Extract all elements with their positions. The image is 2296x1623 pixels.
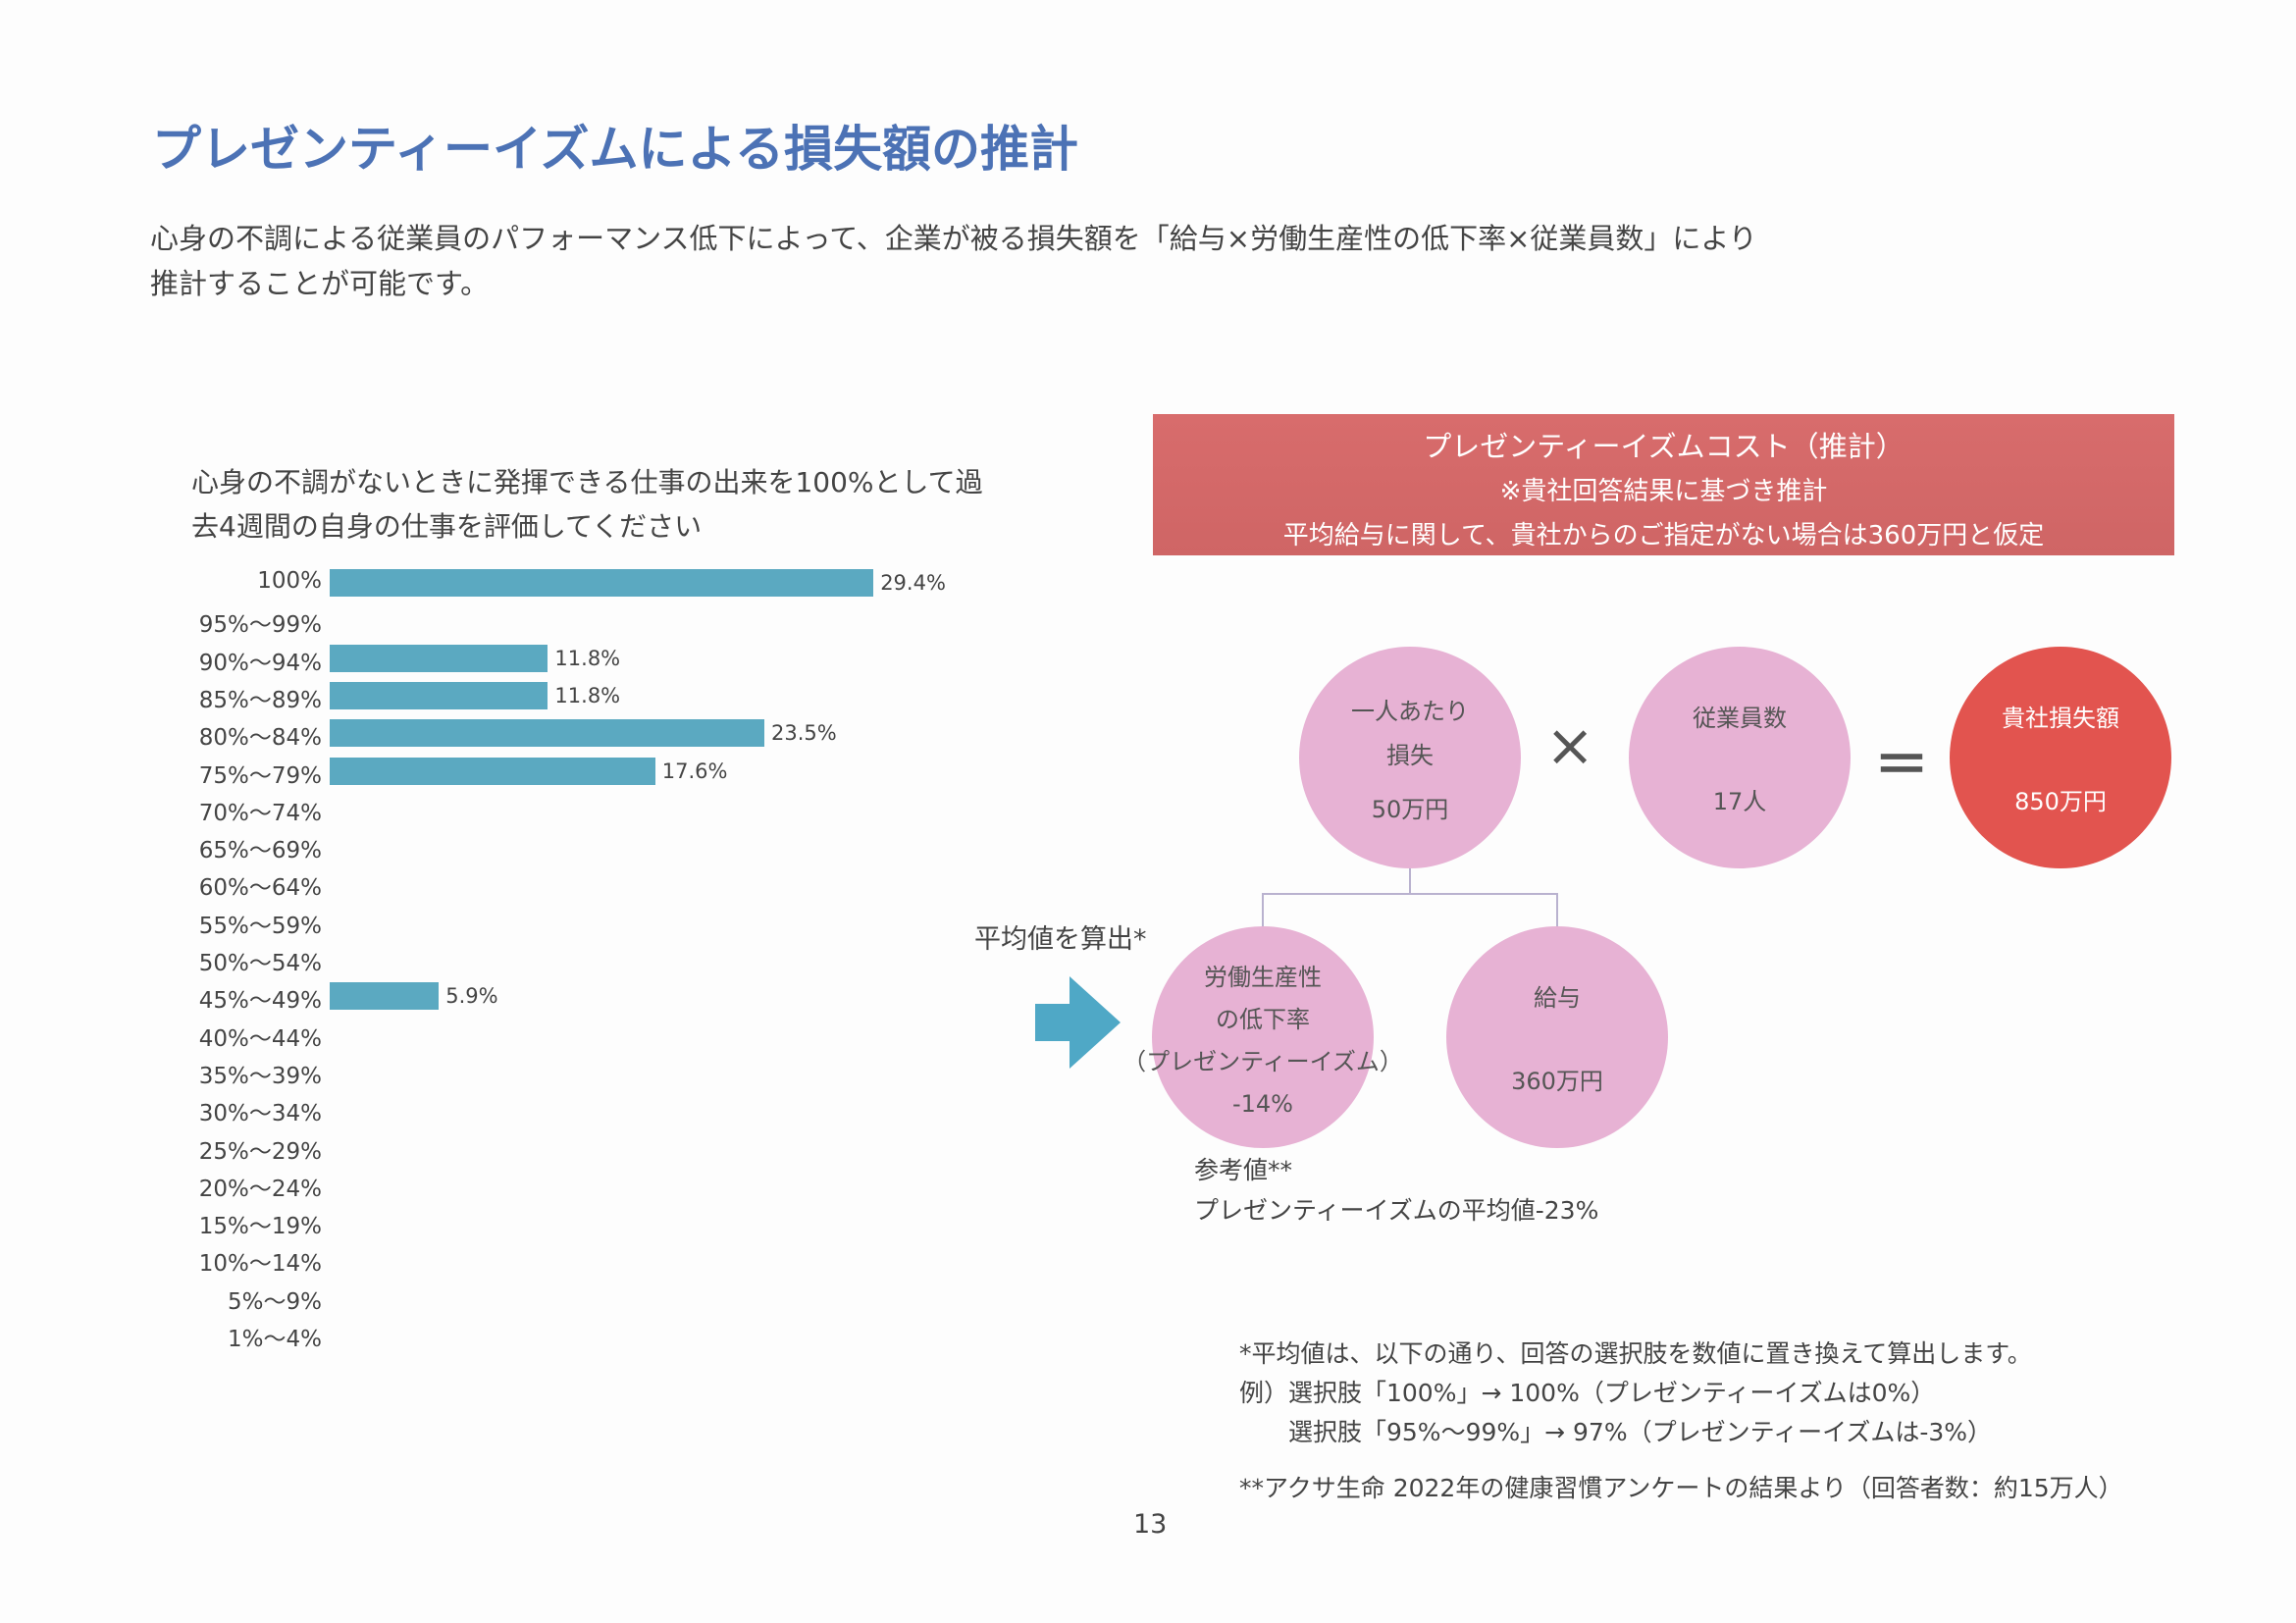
rate-value: -14% — [1231, 1089, 1293, 1118]
total-loss-circle: 貴社損失額 850万円 — [1950, 647, 2171, 868]
data-label: 29.4% — [880, 571, 946, 595]
category-label: 100% — [257, 568, 322, 594]
subtitle-line-2: 推計することが可能です。 — [150, 267, 490, 300]
chart-title-line-1: 心身の不調がないときに発揮できる仕事の出来を100%として過 — [191, 466, 983, 498]
bar — [330, 982, 440, 1011]
bar — [330, 719, 764, 748]
arrow-right-icon — [1035, 976, 1121, 1069]
bar — [330, 644, 548, 672]
category-label: 20%～24% — [198, 1176, 322, 1202]
connector — [1262, 893, 1264, 928]
total-label: 貴社損失額 — [2002, 705, 2119, 732]
equals-sign: ＝ — [1874, 734, 1929, 798]
data-label: 11.8% — [554, 683, 621, 707]
category-label: 65%～69% — [198, 838, 322, 864]
per-person-value: 50万円 — [1371, 795, 1449, 823]
per-person-loss-circle: 一人あたり 損失 50万円 — [1299, 647, 1521, 868]
category-label: 45%～49% — [198, 988, 322, 1015]
salary-circle: 給与 360万円 — [1446, 926, 1668, 1148]
subtitle-line-1: 心身の不調による従業員のパフォーマンス低下によって、企業が被る損失額を「給与×労… — [150, 222, 1757, 255]
data-label: 17.6% — [661, 759, 728, 783]
cost-box: プレゼンティーイズムコスト（推計） ※貴社回答結果に基づき推計 平均給与に関して… — [1153, 414, 2174, 555]
category-label: 80%～84% — [198, 725, 322, 752]
cost-box-line2: 平均給与に関して、貴社からのご指定がない場合は360万円と仮定 — [1282, 521, 2045, 550]
category-label: 90%～94% — [198, 650, 322, 676]
category-label: 35%～39% — [198, 1063, 322, 1089]
footnote: 選択肢「95%～99%」→ 97%（プレゼンティーイズムは-3%） — [1288, 1418, 1993, 1446]
bar — [330, 569, 874, 597]
total-value: 850万円 — [2014, 788, 2107, 815]
per-person-label2: 損失 — [1386, 741, 1434, 769]
category-label: 15%～19% — [198, 1214, 322, 1240]
bar — [330, 757, 655, 785]
per-person-label1: 一人あたり — [1351, 697, 1469, 725]
productivity-drop-circle: 労働生産性 の低下率 （プレゼンティーイズム） -14% — [1122, 926, 1403, 1148]
employees-circle: 従業員数 17人 — [1629, 647, 1851, 868]
category-label: 10%～14% — [198, 1251, 322, 1278]
connector — [1409, 868, 1411, 894]
cost-box-title: プレゼンティーイズムコスト（推計） — [1423, 430, 1905, 463]
salary-label: 給与 — [1534, 984, 1581, 1012]
footnote: *平均値は、以下の通り、回答の選択肢を数値に置き換えて算出します。 — [1239, 1339, 2032, 1368]
category-label: 60%～64% — [198, 875, 322, 902]
category-label: 70%～74% — [198, 800, 322, 826]
category-label: 55%～59% — [198, 913, 322, 939]
data-label: 5.9% — [445, 984, 498, 1009]
employees-value: 17人 — [1712, 788, 1767, 815]
reference-value: プレゼンティーイズムの平均値-23% — [1194, 1196, 1599, 1225]
bar — [330, 681, 548, 709]
category-label: 50%～54% — [198, 951, 322, 976]
category-label: 1%～4% — [228, 1327, 322, 1352]
category-label: 30%～34% — [198, 1101, 322, 1127]
times-sign: × — [1545, 711, 1595, 780]
category-label: 40%～44% — [198, 1025, 322, 1052]
data-label: 23.5% — [770, 721, 837, 746]
page-number: 13 — [1133, 1509, 1168, 1540]
employees-label: 従業員数 — [1693, 705, 1787, 732]
average-note: 平均値を算出* — [974, 924, 1147, 955]
cost-box-line1: ※貴社回答結果に基づき推計 — [1499, 477, 1828, 506]
data-label: 11.8% — [554, 646, 621, 670]
rate-label3: （プレゼンティーイズム） — [1122, 1047, 1403, 1075]
footnote: 例）選択肢「100%」→ 100%（プレゼンティーイズムは0%） — [1239, 1379, 1936, 1407]
category-label: 5%～9% — [228, 1288, 322, 1315]
category-label: 25%～29% — [198, 1138, 322, 1165]
rate-label1: 労働生産性 — [1204, 963, 1322, 991]
reference-label: 参考値** — [1194, 1156, 1293, 1184]
salary-value: 360万円 — [1511, 1068, 1603, 1095]
page-title: プレゼンティーイズムによる損失額の推計 — [152, 121, 1078, 178]
category-label: 85%～89% — [198, 687, 322, 713]
category-label: 95%～99% — [198, 612, 322, 639]
connector — [1262, 893, 1558, 895]
category-label: 75%～79% — [198, 762, 322, 789]
footnote: **アクサ生命 2022年の健康習慣アンケートの結果より（回答者数：約15万人） — [1239, 1474, 2123, 1502]
rate-label2: の低下率 — [1216, 1005, 1310, 1033]
chart-title-line-2: 去4週間の自身の仕事を評価してください — [191, 510, 703, 543]
connector — [1556, 893, 1558, 928]
